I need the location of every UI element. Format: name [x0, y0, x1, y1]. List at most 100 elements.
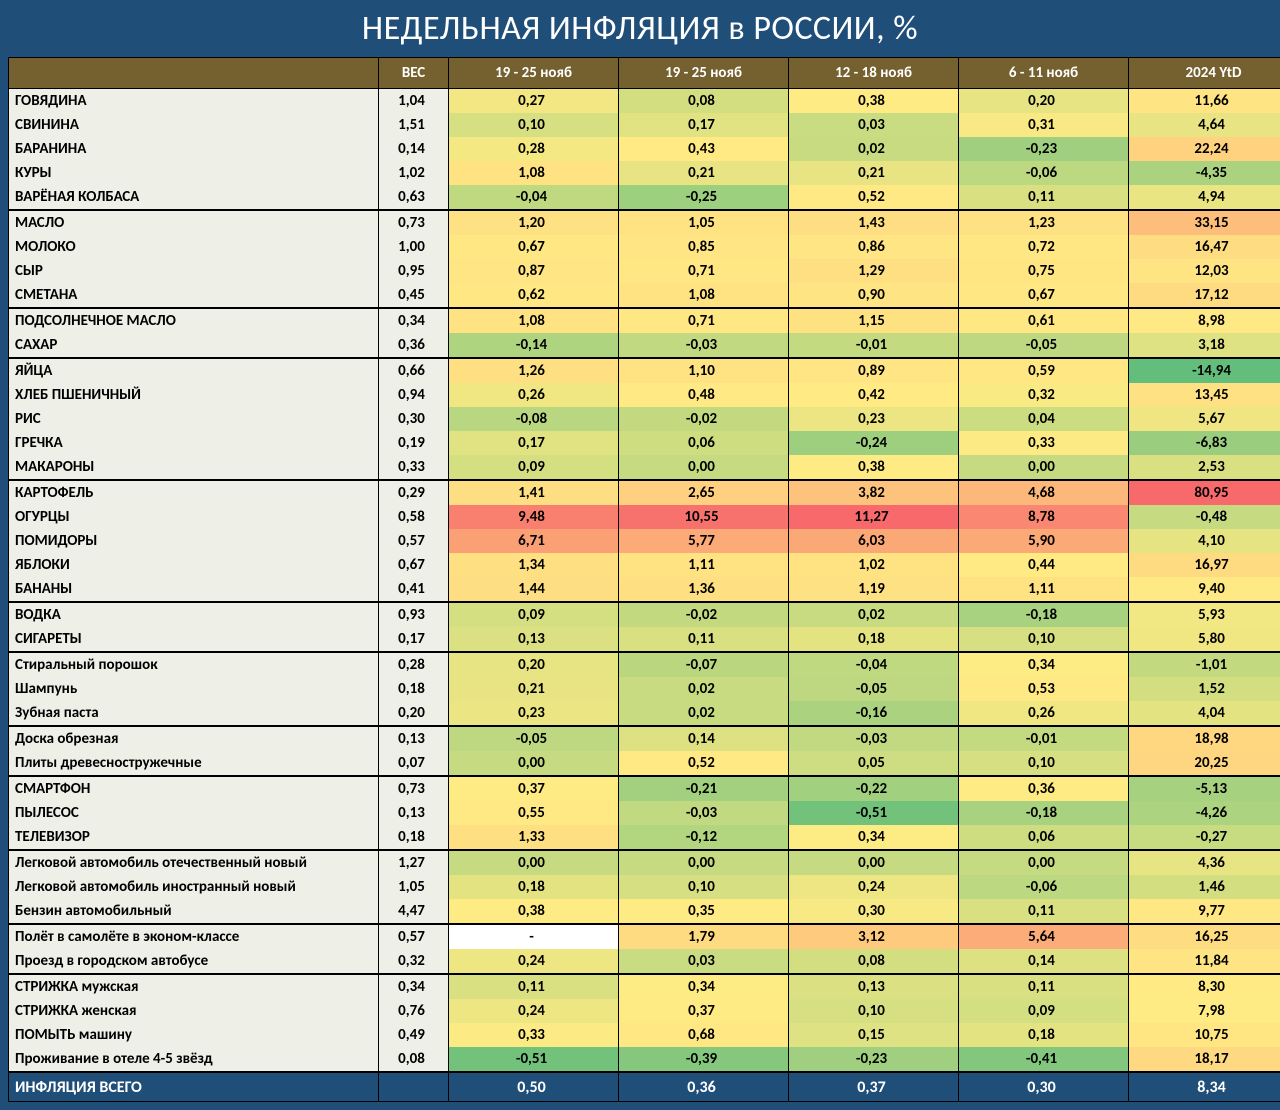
- row-weight: 4,47: [379, 899, 449, 924]
- table-row: МАСЛО0,731,201,051,431,2333,15: [9, 210, 1280, 235]
- table-row: СИГАРЕТЫ0,170,130,110,180,105,80: [9, 627, 1280, 652]
- table-row: Проезд в городском автобусе0,320,240,030…: [9, 949, 1280, 974]
- row-weight: 0,08: [379, 1047, 449, 1072]
- row-value: -0,12: [619, 825, 789, 850]
- col-head-week2: 19 - 25 нояб: [619, 58, 789, 89]
- row-value: 1,19: [789, 577, 959, 602]
- table-row: ПОДСОЛНЕЧНОЕ МАСЛО0,341,080,711,150,618,…: [9, 308, 1280, 333]
- row-value: 0,67: [449, 235, 619, 259]
- row-ytd: 8,30: [1129, 974, 1280, 999]
- row-value: 1,15: [789, 308, 959, 333]
- row-value: -0,06: [959, 875, 1129, 899]
- row-weight: 1,51: [379, 113, 449, 137]
- row-ytd: 10,75: [1129, 1023, 1280, 1047]
- row-value: 10,55: [619, 505, 789, 529]
- row-value: 0,28: [449, 137, 619, 161]
- row-value: -0,23: [959, 137, 1129, 161]
- row-ytd: 11,84: [1129, 949, 1280, 974]
- col-head-label: [9, 58, 379, 89]
- row-value: -0,24: [789, 431, 959, 455]
- row-value: 0,26: [449, 383, 619, 407]
- table-row: Стиральный порошок0,280,20-0,07-0,040,34…: [9, 652, 1280, 677]
- row-value: 0,37: [449, 776, 619, 801]
- row-value: 0,38: [449, 899, 619, 924]
- row-value: 0,04: [959, 407, 1129, 431]
- row-ytd: 11,66: [1129, 89, 1280, 114]
- row-value: 0,89: [789, 358, 959, 383]
- col-head-weight: ВЕС: [379, 58, 449, 89]
- row-ytd: 5,67: [1129, 407, 1280, 431]
- row-value: 0,24: [789, 875, 959, 899]
- row-value: -0,18: [959, 801, 1129, 825]
- row-label: СВИНИНА: [9, 113, 379, 137]
- row-label: Легковой автомобиль отечественный новый: [9, 850, 379, 875]
- row-ytd: 4,04: [1129, 701, 1280, 726]
- row-value: 0,11: [449, 974, 619, 999]
- row-weight: 0,30: [379, 407, 449, 431]
- row-value: -0,06: [959, 161, 1129, 185]
- row-value: 0,68: [619, 1023, 789, 1047]
- row-label: ЯБЛОКИ: [9, 553, 379, 577]
- row-label: САХАР: [9, 333, 379, 358]
- table-row: ОГУРЦЫ0,589,4810,5511,278,78-0,48: [9, 505, 1280, 529]
- row-weight: 0,33: [379, 455, 449, 480]
- row-value: 0,00: [449, 751, 619, 776]
- table-row: СВИНИНА1,510,100,170,030,314,64: [9, 113, 1280, 137]
- row-weight: 0,93: [379, 602, 449, 627]
- row-weight: 0,76: [379, 999, 449, 1023]
- row-value: -0,16: [789, 701, 959, 726]
- row-value: 0,24: [449, 949, 619, 974]
- row-label: ЯЙЦА: [9, 358, 379, 383]
- row-value: 0,38: [789, 89, 959, 114]
- row-value: 0,35: [619, 899, 789, 924]
- col-head-week3: 12 - 18 нояб: [789, 58, 959, 89]
- row-value: -0,04: [789, 652, 959, 677]
- row-ytd: 9,40: [1129, 577, 1280, 602]
- table-row: Бензин автомобильный4,470,380,350,300,11…: [9, 899, 1280, 924]
- row-label: Доска обрезная: [9, 726, 379, 751]
- row-ytd: 2,53: [1129, 455, 1280, 480]
- table-row: ПЫЛЕСОС0,130,55-0,03-0,51-0,18-4,26: [9, 801, 1280, 825]
- row-value: -0,01: [959, 726, 1129, 751]
- row-value: 0,03: [619, 949, 789, 974]
- table-row: ХЛЕБ ПШЕНИЧНЫЙ0,940,260,480,420,3213,45: [9, 383, 1280, 407]
- total-value: 0,37: [789, 1072, 959, 1102]
- row-value: 1,33: [449, 825, 619, 850]
- row-weight: 0,45: [379, 283, 449, 308]
- table-row: МАКАРОНЫ0,330,090,000,380,002,53: [9, 455, 1280, 480]
- row-ytd: 16,47: [1129, 235, 1280, 259]
- row-value: 1,10: [619, 358, 789, 383]
- table-row: Плиты древесностружечные0,070,000,520,05…: [9, 751, 1280, 776]
- row-label: ПОДСОЛНЕЧНОЕ МАСЛО: [9, 308, 379, 333]
- row-value: 1,20: [449, 210, 619, 235]
- row-ytd: 4,10: [1129, 529, 1280, 553]
- row-ytd: 1,52: [1129, 677, 1280, 701]
- row-weight: 0,20: [379, 701, 449, 726]
- row-label: ГРЕЧКА: [9, 431, 379, 455]
- row-value: 1,44: [449, 577, 619, 602]
- row-value: 0,43: [619, 137, 789, 161]
- row-ytd: 22,24: [1129, 137, 1280, 161]
- row-value: 0,52: [789, 185, 959, 210]
- table-row: ЯБЛОКИ0,671,341,111,020,4416,97: [9, 553, 1280, 577]
- row-weight: 0,58: [379, 505, 449, 529]
- total-ytd: 8,34: [1129, 1072, 1280, 1102]
- row-weight: 0,95: [379, 259, 449, 283]
- table-row: ВАРЁНАЯ КОЛБАСА0,63-0,04-0,250,520,114,9…: [9, 185, 1280, 210]
- row-weight: 0,18: [379, 825, 449, 850]
- row-value: 1,34: [449, 553, 619, 577]
- row-value: 0,30: [789, 899, 959, 924]
- row-value: 0,11: [619, 627, 789, 652]
- table-row: Легковой автомобиль отечественный новый1…: [9, 850, 1280, 875]
- row-value: 0,13: [449, 627, 619, 652]
- row-weight: 0,29: [379, 480, 449, 505]
- row-value: 0,06: [619, 431, 789, 455]
- row-weight: 1,02: [379, 161, 449, 185]
- table-header-row: ВЕС 19 - 25 нояб 19 - 25 нояб 12 - 18 но…: [9, 58, 1280, 89]
- row-ytd: 8,98: [1129, 308, 1280, 333]
- row-ytd: 16,97: [1129, 553, 1280, 577]
- row-value: 0,67: [959, 283, 1129, 308]
- row-label: КУРЫ: [9, 161, 379, 185]
- table-row: Доска обрезная0,13-0,050,14-0,03-0,0118,…: [9, 726, 1280, 751]
- row-ytd: 16,25: [1129, 924, 1280, 949]
